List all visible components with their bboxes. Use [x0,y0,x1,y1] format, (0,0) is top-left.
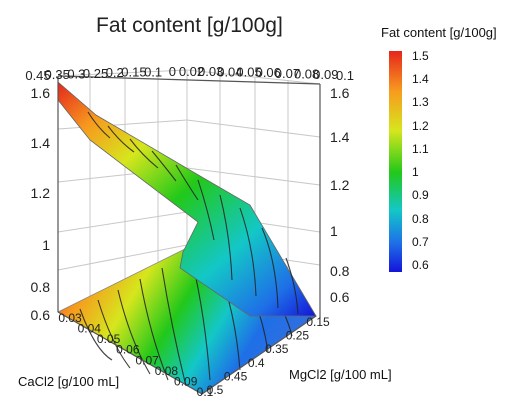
surface-contours [87,111,299,315]
colorbar-title: Fat content [g/100g] [381,25,497,40]
colorbar-tick: 1.1 [412,141,429,156]
colorbar-tick: 0.9 [412,188,429,203]
box-frame [57,75,321,395]
colorbar-tick: 1.5 [412,49,429,63]
colorbar-tick: 1.2 [412,118,429,133]
chart-title: Fat content [g/100g] [96,14,283,37]
y-axis-title: MgCl2 [g/100 mL] [289,367,392,382]
response-surface [57,81,317,317]
colorbar-tick: 0.6 [412,258,429,272]
colorbar-tick: 1.3 [412,95,429,110]
colorbar [389,51,402,272]
x-axis-title: CaCl2 [g/100 mL] [18,374,120,389]
colorbar-tick: 0.8 [412,211,429,226]
colorbar-tick: 0.7 [412,234,429,249]
colorbar-tick: 1 [412,165,419,180]
colorbar-tick: 1.4 [412,72,429,87]
